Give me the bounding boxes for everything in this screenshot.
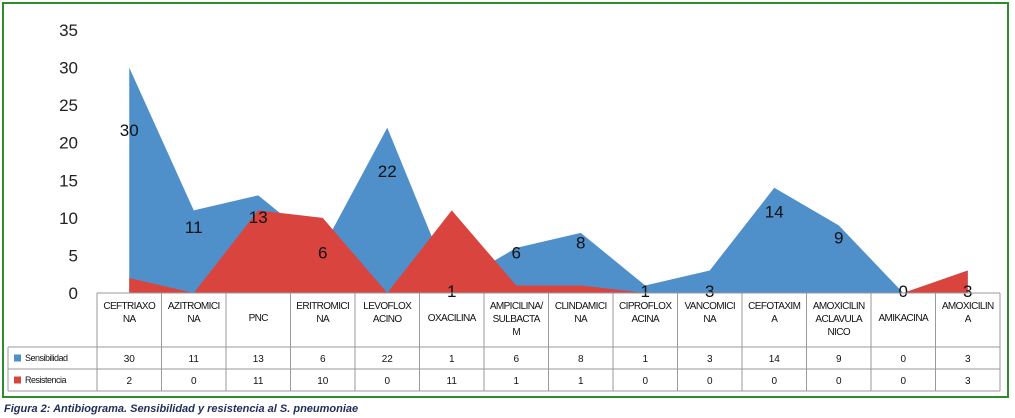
table-cell-value: 0 <box>771 376 777 387</box>
table-cell-value: 6 <box>320 354 326 365</box>
table-cell-value: 30 <box>124 354 136 365</box>
category-label: CLINDAMICI <box>555 301 607 312</box>
chart-frame: 0 5 10 15 20 25 30 35 30 11 13 6 22 1 6 8 1 3 14 9 0 3 CEFTRIA… <box>2 2 1009 398</box>
data-label: 8 <box>576 233 585 252</box>
table-cell-value: 11 <box>447 376 458 387</box>
table-cell-value: 0 <box>836 376 842 387</box>
category-label: ACINA <box>631 314 659 325</box>
data-label: 3 <box>963 282 972 301</box>
y-tick-label: 20 <box>59 134 78 153</box>
legend-key-0 <box>14 354 21 362</box>
table-cell-value: 0 <box>707 376 713 387</box>
category-label: NICO <box>827 327 850 338</box>
category-label: AMOXICILIN <box>942 301 994 312</box>
legend-label: Sensibilidad <box>25 353 68 363</box>
y-tick-label: 10 <box>59 209 78 228</box>
data-label: 1 <box>641 282 650 301</box>
table-cell-value: 3 <box>965 376 971 387</box>
table-cell-value: 3 <box>707 354 713 365</box>
category-label: NA <box>187 314 201 325</box>
category-label: VANCOMICI <box>684 301 735 312</box>
category-label: AZITROMICI <box>168 301 220 312</box>
data-label: 30 <box>120 121 139 140</box>
category-label: AMOXICILIN <box>813 301 865 312</box>
data-label: 22 <box>378 162 397 181</box>
table-cell-value: 9 <box>836 354 842 365</box>
category-label: CIPROFLOX <box>619 301 672 312</box>
table-cell-value: 13 <box>253 354 265 365</box>
y-tick-label: 25 <box>59 96 78 115</box>
series-area-1 <box>129 210 968 293</box>
category-label: SULBACTA <box>493 314 541 325</box>
caption-species: S. pneumoniae <box>279 403 359 415</box>
category-label: LEVOFLOX <box>363 301 412 312</box>
y-tick-label: 15 <box>59 171 78 190</box>
data-label: 14 <box>765 203 784 222</box>
caption-text: Figura 2: Antibiograma. Sensibilidad y r… <box>4 403 280 415</box>
category-label: M <box>512 327 520 338</box>
table-cell-value: 0 <box>384 376 390 387</box>
category-label: AMPICILINA/ <box>490 301 544 312</box>
table-cell-value: 0 <box>642 376 648 387</box>
y-tick-label: 30 <box>59 59 78 78</box>
category-label: AMIKACINA <box>878 313 929 324</box>
table-cell-value: 2 <box>126 376 132 387</box>
y-tick-label: 5 <box>69 246 78 265</box>
category-label: NA <box>703 314 717 325</box>
category-label: PNC <box>249 313 269 324</box>
category-label: CEFTRIAXO <box>103 301 156 312</box>
table-cell-value: 0 <box>900 354 906 365</box>
table-cell-value: 1 <box>578 376 584 387</box>
category-label: NA <box>316 314 330 325</box>
data-label: 9 <box>834 228 843 247</box>
category-label: ERITROMICI <box>296 301 349 312</box>
table-cell-value: 1 <box>513 376 519 387</box>
data-label: 11 <box>185 218 203 237</box>
data-label: 3 <box>705 282 714 301</box>
table-cell-value: 14 <box>769 354 781 365</box>
table-cell-value: 22 <box>382 354 394 365</box>
table-cell-value: 0 <box>191 376 197 387</box>
figure-caption: Figura 2: Antibiograma. Sensibilidad y r… <box>4 403 358 415</box>
y-tick-label: 35 <box>59 21 78 40</box>
series-area-0 <box>129 67 968 293</box>
data-label: 13 <box>249 208 268 227</box>
y-tick-label: 0 <box>69 284 78 303</box>
data-label: 6 <box>318 244 327 263</box>
category-label: NA <box>574 314 588 325</box>
category-label: ACINO <box>373 314 402 325</box>
category-label: CEFOTAXIM <box>748 301 800 312</box>
category-label: OXACILINA <box>428 313 477 324</box>
table-cell-value: 6 <box>513 354 519 365</box>
legend-label: Resistencia <box>25 375 67 385</box>
data-label: 1 <box>447 282 456 301</box>
category-label: A <box>965 314 972 325</box>
table-cell-value: 11 <box>189 354 200 365</box>
data-label: 0 <box>899 282 908 301</box>
legend-key-1 <box>14 376 21 384</box>
table-cell-value: 8 <box>578 354 584 365</box>
table-cell-value: 0 <box>900 376 906 387</box>
category-label: A <box>771 314 778 325</box>
table-cell-value: 1 <box>642 354 648 365</box>
category-label: NA <box>123 314 137 325</box>
data-table <box>7 292 1001 392</box>
data-label: 6 <box>512 244 521 263</box>
table-cell-value: 1 <box>449 354 455 365</box>
table-cell-value: 10 <box>317 376 329 387</box>
table-cell-value: 3 <box>965 354 971 365</box>
table-cell-value: 11 <box>253 376 264 387</box>
category-label: ACLAVULA <box>815 314 863 325</box>
